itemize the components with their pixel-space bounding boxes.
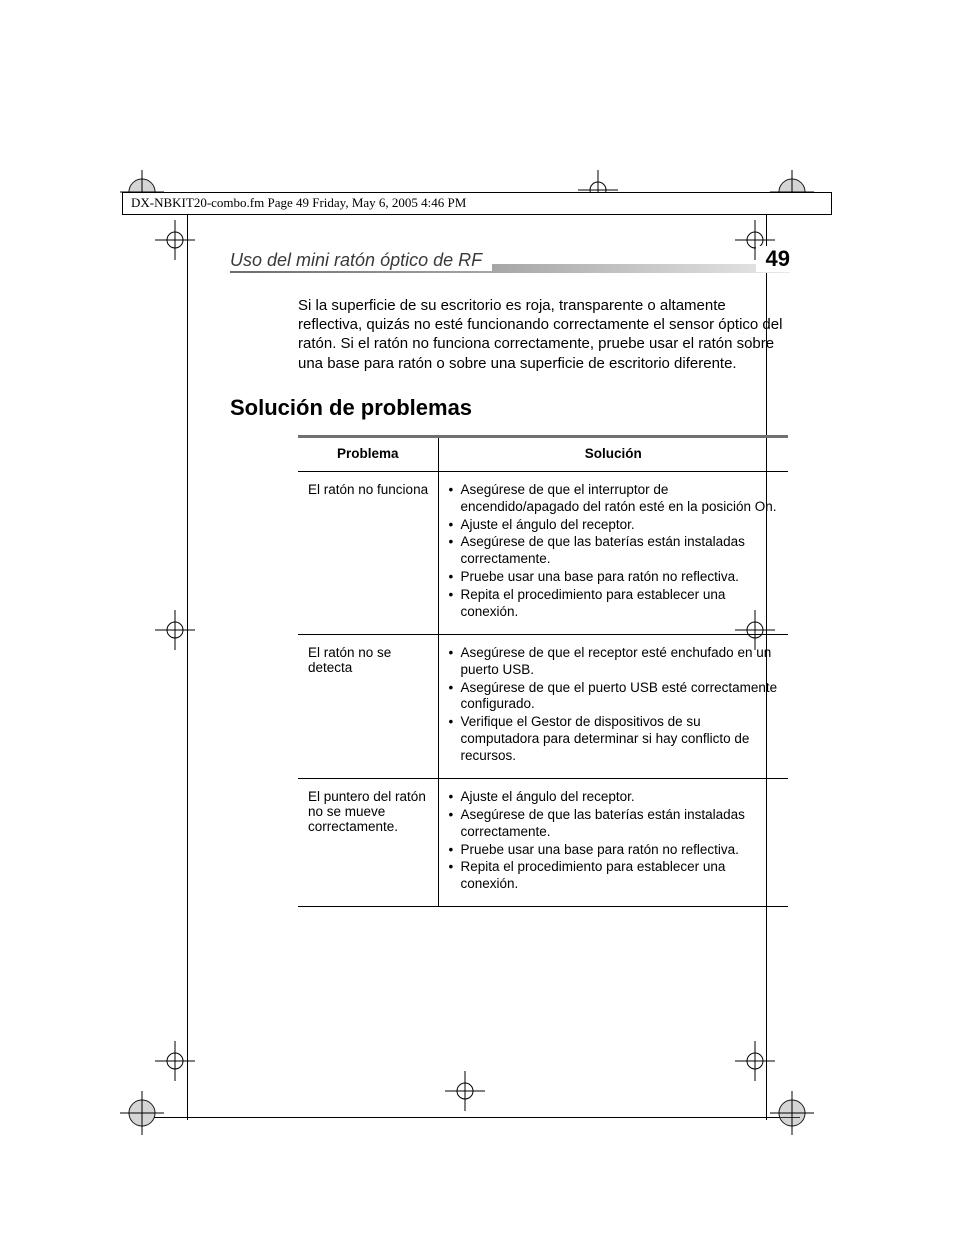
registration-mark-icon <box>155 220 219 284</box>
solution-list: Ajuste el ángulo del receptor.Asegúrese … <box>449 789 783 893</box>
content-area: Uso del mini ratón óptico de RF 49 Si la… <box>230 250 790 907</box>
solution-item: Asegúrese de que el puerto USB esté corr… <box>449 680 783 714</box>
solution-item: Asegúrese de que el interruptor de encen… <box>449 482 783 516</box>
solution-item: Pruebe usar una base para ratón no refle… <box>449 569 783 586</box>
table-row: El ratón no funciona Asegúrese de que el … <box>298 471 788 634</box>
solution-item: Asegúrese de que el receptor esté enchuf… <box>449 645 783 679</box>
solution-item: Pruebe usar una base para ratón no refle… <box>449 842 783 859</box>
solution-item: Ajuste el ángulo del receptor. <box>449 517 783 534</box>
table-cell-solution: Asegúrese de que el interruptor de encen… <box>438 471 788 634</box>
solution-item: Asegúrese de que las baterías están inst… <box>449 534 783 568</box>
table-cell-problem: El puntero del ratón no se mueve correct… <box>298 778 438 906</box>
running-header: Uso del mini ratón óptico de RF 49 <box>230 250 790 278</box>
solution-item: Repita el procedimiento para establecer … <box>449 587 783 621</box>
solution-item: Ajuste el ángulo del receptor. <box>449 789 783 806</box>
table-row: El puntero del ratón no se mueve correct… <box>298 778 788 906</box>
table-cell-solution: Asegúrese de que el receptor esté enchuf… <box>438 634 788 778</box>
table-cell-problem: El ratón no funciona <box>298 471 438 634</box>
registration-mark-icon <box>155 610 219 674</box>
solution-list: Asegúrese de que el interruptor de encen… <box>449 482 783 621</box>
table-header-row: Problema Solución <box>298 438 788 472</box>
table-header-problem: Problema <box>298 438 438 472</box>
page: DX-NBKIT20-combo.fm Page 49 Friday, May … <box>0 0 954 1235</box>
solution-item: Verifique el Gestor de dispositivos de s… <box>449 714 783 765</box>
page-number: 49 <box>756 246 790 272</box>
registration-mark-icon <box>445 1071 509 1135</box>
troubleshooting-table: Problema Solución El ratón no funciona As… <box>298 438 788 907</box>
table-row: El ratón no se detecta Asegúrese de que e… <box>298 634 788 778</box>
section-heading-troubleshooting: Solución de problemas <box>230 395 790 421</box>
solution-item: Asegúrese de que las baterías están inst… <box>449 807 783 841</box>
running-header-title: Uso del mini ratón óptico de RF <box>230 250 492 271</box>
solution-list: Asegúrese de que el receptor esté enchuf… <box>449 645 783 765</box>
page-slug: DX-NBKIT20-combo.fm Page 49 Friday, May … <box>122 192 832 215</box>
registration-mark-icon <box>155 1041 219 1105</box>
solution-item: Repita el procedimiento para establecer … <box>449 859 783 893</box>
registration-mark-icon <box>735 1041 799 1105</box>
table-cell-problem: El ratón no se detecta <box>298 634 438 778</box>
table-cell-solution: Ajuste el ángulo del receptor.Asegúrese … <box>438 778 788 906</box>
table-header-solution: Solución <box>438 438 788 472</box>
intro-paragraph: Si la superficie de su escritorio es roj… <box>298 296 790 373</box>
troubleshooting-table-wrap: Problema Solución El ratón no funciona As… <box>298 435 788 907</box>
